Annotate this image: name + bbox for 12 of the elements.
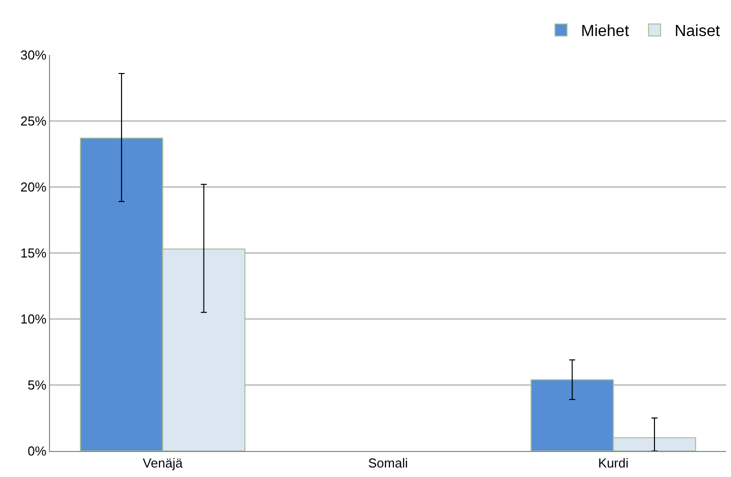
x-tick-label: Somali xyxy=(368,456,408,471)
y-tick-label: 30% xyxy=(20,48,47,63)
y-tick-label: 20% xyxy=(20,180,47,195)
y-tick-label: 15% xyxy=(20,246,47,261)
y-tick-label: 10% xyxy=(20,312,47,327)
x-tick-label: Venäjä xyxy=(142,456,184,471)
legend-label: Naiset xyxy=(674,23,720,40)
y-tick-label: 25% xyxy=(20,114,47,129)
x-tick-label: Kurdi xyxy=(598,456,629,471)
y-tick-label: 0% xyxy=(28,444,47,459)
legend-label: Miehet xyxy=(581,23,630,40)
y-tick-label: 5% xyxy=(28,378,47,393)
